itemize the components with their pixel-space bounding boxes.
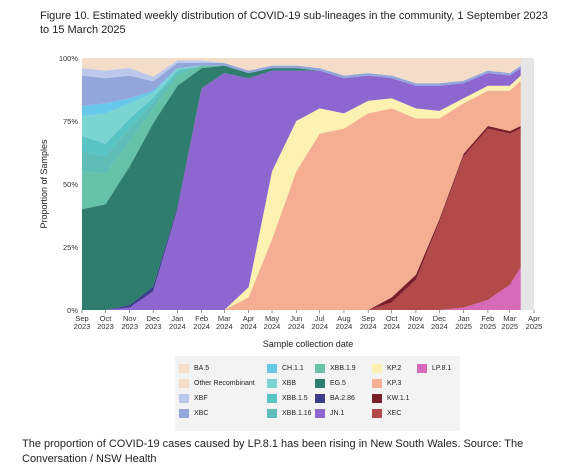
legend-item-kp-3: KP.3 [372, 379, 401, 388]
legend-swatch [372, 409, 382, 418]
legend-swatch [315, 409, 325, 418]
legend-item-eg-5: EG.5 [315, 379, 346, 388]
legend-label: KP.2 [387, 365, 402, 372]
legend-label: BA.2.86 [330, 395, 355, 402]
x-tick-label: Jun 2024 [288, 314, 305, 331]
legend-label: XBC [194, 410, 209, 417]
legend-swatch [315, 394, 325, 403]
legend-label: KP.3 [387, 380, 402, 387]
legend-label: XBB.1.5 [282, 395, 308, 402]
x-tick-label: Jul 2024 [311, 314, 328, 331]
legend-label: BA.5 [194, 365, 210, 372]
legend: BA.5 Other Recombinant XBF XBC CH.1.1 XBB XBB.… [175, 356, 460, 431]
legend-swatch [179, 409, 189, 418]
legend-label: KW.1.1 [387, 395, 410, 402]
x-tick-label: Mar 2024 [216, 314, 233, 331]
legend-swatch [179, 394, 189, 403]
area-series-xbc [82, 63, 521, 106]
x-tick-label: May 2024 [264, 314, 281, 331]
image-caption: The proportion of COVID-19 cases caused … [22, 438, 524, 465]
y-tick-label: 50% [63, 180, 78, 189]
legend-label: XEC [387, 410, 402, 417]
legend-item-xbf: XBF [179, 394, 208, 403]
x-tick-label: Aug 2024 [336, 314, 353, 331]
x-axis-label: Sample collection date [263, 339, 354, 349]
legend-swatch [372, 379, 382, 388]
area-series-lp-8-1 [82, 267, 521, 310]
x-tick-label: Feb 2024 [193, 314, 210, 331]
legend-item-other-recombinant: Other Recombinant [179, 379, 255, 388]
x-tick-label: Feb 2025 [480, 314, 497, 331]
legend-item-ba-5: BA.5 [179, 364, 209, 373]
x-tick-label: Nov 2023 [121, 314, 138, 331]
legend-item-xbb: XBB [267, 379, 296, 388]
y-tick-label: 25% [63, 243, 78, 252]
legend-label: XBB.1.9 [330, 365, 356, 372]
y-tick-label: 0% [67, 306, 78, 315]
legend-swatch [315, 379, 325, 388]
x-tick-label: Apr 2024 [240, 314, 257, 331]
legend-swatch [179, 364, 189, 373]
legend-swatch [179, 379, 189, 388]
legend-label: XBB.1.16 [282, 410, 312, 417]
legend-swatch [267, 379, 277, 388]
area-series-other-recombinant [82, 58, 521, 84]
legend-item-ba-2-86: BA.2.86 [315, 394, 355, 403]
x-tick-label: Sep 2023 [74, 314, 91, 331]
chart-title: Figure 10. Estimated weekly distribution… [40, 10, 548, 36]
x-tick-label: Mar 2025 [501, 314, 518, 331]
y-axis-label: Proportion of Samples [39, 139, 49, 229]
legend-label: XBB [282, 380, 297, 387]
x-tick-label: Jan 2025 [455, 314, 472, 331]
x-tick-label: Dec 2023 [145, 314, 162, 331]
legend-label: LP.8.1 [432, 365, 452, 372]
legend-item-xbb-1-5: XBB.1.5 [267, 394, 308, 403]
y-axis-ticks: 0% 25% 50% 75% 100% [59, 54, 79, 315]
legend-label: CH.1.1 [282, 365, 304, 372]
legend-swatch [417, 364, 427, 373]
legend-swatch [315, 364, 325, 373]
legend-label: JN.1 [330, 410, 345, 417]
legend-swatch [267, 409, 277, 418]
area-series-ba-5 [82, 58, 521, 61]
legend-swatch [267, 394, 277, 403]
chart: 0% 25% 50% 75% 100% Sep 2023 Oct 2023 Nov 2023 Dec… [39, 54, 543, 349]
legend-item-lp-8-1: LP.8.1 [417, 364, 451, 373]
area-series-group [82, 58, 521, 310]
legend-item-xec: XEC [372, 409, 401, 418]
area-series-kp-2 [82, 75, 521, 310]
x-tick-label: Oct 2024 [383, 314, 400, 331]
legend-swatch [267, 364, 277, 373]
x-tick-label: Jan 2024 [169, 314, 186, 331]
y-tick-label: 75% [63, 117, 78, 126]
legend-item-xbc: XBC [179, 409, 208, 418]
legend-item-kw-1-1: KW.1.1 [372, 394, 410, 403]
x-tick-label: Nov 2024 [408, 314, 425, 331]
legend-item-xbb-1-9: XBB.1.9 [315, 364, 356, 373]
area-series-eg-5 [82, 65, 521, 310]
x-axis-ticks: Sep 2023 Oct 2023 Nov 2023 Dec 2023 Jan 2024 Feb 20… [74, 310, 543, 331]
x-tick-label: Dec 2024 [431, 314, 448, 331]
x-tick-label: Oct 2023 [97, 314, 114, 331]
legend-swatch [372, 364, 382, 373]
legend-item-ch-1-1: CH.1.1 [267, 364, 304, 373]
legend-item-xbb-1-16: XBB.1.16 [267, 409, 312, 418]
legend-label: Other Recombinant [194, 380, 255, 387]
area-series-xec [82, 128, 521, 310]
legend-label: XBF [194, 395, 208, 402]
x-tick-label: Sep 2024 [360, 314, 377, 331]
area-series-jn-1 [82, 68, 521, 310]
y-tick-label: 100% [59, 54, 79, 63]
legend-item-jn-1: JN.1 [315, 409, 344, 418]
legend-item-kp-2: KP.2 [372, 364, 401, 373]
x-tick-label: Apr 2025 [526, 314, 543, 331]
legend-label: EG.5 [330, 380, 346, 387]
legend-swatch [372, 394, 382, 403]
area-series-kp-3 [82, 80, 521, 310]
